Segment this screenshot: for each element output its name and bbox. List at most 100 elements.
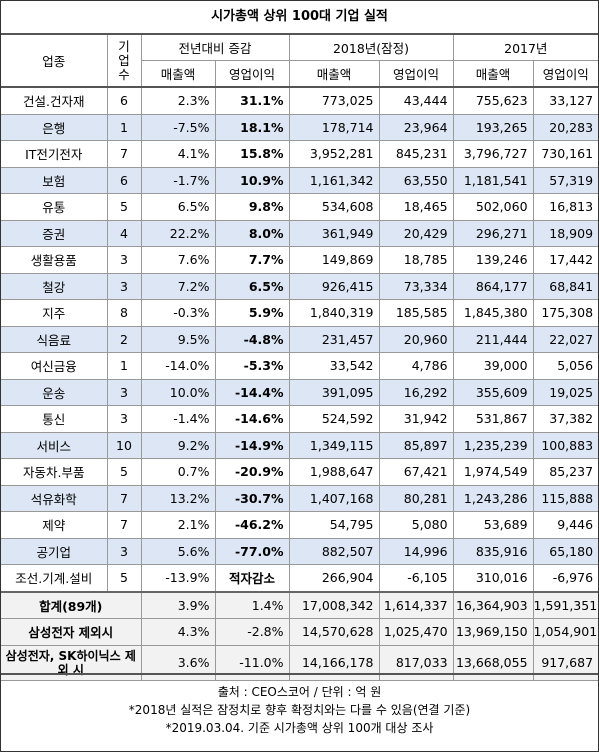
header-yoy-sales: 매출액 xyxy=(141,60,216,88)
op-2017-cell: 65,180 xyxy=(533,538,599,565)
count-cell: 3 xyxy=(107,405,142,433)
sales-change-cell: -1.4% xyxy=(141,405,216,433)
op-2017-cell: 37,382 xyxy=(533,405,599,433)
sales-2017-cell: 502,060 xyxy=(453,193,534,221)
op-2018-cell: 73,334 xyxy=(379,273,454,300)
sales-2017-cell: 355,609 xyxy=(453,379,534,406)
industry-cell: IT전기전자 xyxy=(1,140,108,168)
sales-2017-cell: 835,916 xyxy=(453,538,534,565)
op-change-cell: 8.0% xyxy=(215,220,290,247)
op-2017-cell: 19,025 xyxy=(533,379,599,406)
header-2017-op: 영업이익 xyxy=(533,60,599,88)
summary-op-change-cell: -2.8% xyxy=(215,618,290,646)
footer-source: 출처 : CEO스코어 / 단위 : 억 원 xyxy=(217,685,382,699)
sales-change-cell: 4.1% xyxy=(141,140,216,168)
sales-change-cell: 7.2% xyxy=(141,273,216,300)
industry-cell: 은행 xyxy=(1,114,108,141)
count-cell: 7 xyxy=(107,511,142,539)
summary-op-2017-cell: 1,591,351 xyxy=(533,590,599,619)
sales-change-cell: -14.0% xyxy=(141,352,216,380)
table-row: 지주 8 -0.3% 5.9% 1,840,319 185,585 1,845,380 175… xyxy=(1,299,599,327)
sales-2018-cell: 3,952,281 xyxy=(289,140,380,168)
op-2017-cell: 20,283 xyxy=(533,114,599,141)
op-2017-cell: 16,813 xyxy=(533,193,599,221)
industry-cell: 지주 xyxy=(1,299,108,327)
count-cell: 6 xyxy=(107,87,142,115)
sales-2017-cell: 53,689 xyxy=(453,511,534,539)
sales-2018-cell: 1,349,115 xyxy=(289,432,380,459)
summary-sales-2018-cell: 14,570,628 xyxy=(289,618,380,646)
op-2018-cell: 16,292 xyxy=(379,379,454,406)
op-2017-cell: -6,976 xyxy=(533,564,599,592)
op-2018-cell: 5,080 xyxy=(379,511,454,539)
summary-sales-change-cell: 4.3% xyxy=(141,618,216,646)
sales-2017-cell: 310,016 xyxy=(453,564,534,592)
sales-2018-cell: 361,949 xyxy=(289,220,380,247)
summary-op-2018-cell: 1,025,470 xyxy=(379,618,454,646)
sales-change-cell: 9.2% xyxy=(141,432,216,459)
data-table: 업종 기업수 전년대비 증감 2018년(잠정) 2017년 매출액 영업이익 … xyxy=(1,35,599,681)
summary-sales-change-cell: 3.9% xyxy=(141,590,216,619)
count-cell: 3 xyxy=(107,246,142,274)
op-2018-cell: -6,105 xyxy=(379,564,454,592)
op-2018-cell: 67,421 xyxy=(379,458,454,486)
table-row: 서비스 10 9.2% -14.9% 1,349,115 85,897 1,235,239 1… xyxy=(1,432,599,459)
summary-label-cell: 삼성전자 제외시 xyxy=(1,618,142,646)
table-row: 자동차.부품 5 0.7% -20.9% 1,988,647 67,421 1,974,54… xyxy=(1,458,599,486)
header-2017: 2017년 xyxy=(453,35,599,61)
industry-cell: 보험 xyxy=(1,167,108,194)
header-count: 기업수 xyxy=(107,35,142,88)
sales-2018-cell: 149,869 xyxy=(289,246,380,274)
op-2017-cell: 85,237 xyxy=(533,458,599,486)
sales-2018-cell: 178,714 xyxy=(289,114,380,141)
sales-2017-cell: 1,845,380 xyxy=(453,299,534,327)
sales-change-cell: 6.5% xyxy=(141,193,216,221)
header-2018-sales: 매출액 xyxy=(289,60,380,88)
sales-2017-cell: 211,444 xyxy=(453,326,534,353)
table-row: 식음료 2 9.5% -4.8% 231,457 20,960 211,444 22,027 xyxy=(1,326,599,353)
op-change-cell: -20.9% xyxy=(215,458,290,486)
sales-2017-cell: 139,246 xyxy=(453,246,534,274)
sales-change-cell: 5.6% xyxy=(141,538,216,565)
count-cell: 5 xyxy=(107,458,142,486)
header-count-label: 기업수 xyxy=(118,38,130,82)
op-2018-cell: 63,550 xyxy=(379,167,454,194)
count-cell: 1 xyxy=(107,352,142,380)
sales-2018-cell: 1,840,319 xyxy=(289,299,380,327)
count-cell: 3 xyxy=(107,538,142,565)
sales-change-cell: -13.9% xyxy=(141,564,216,592)
sales-2018-cell: 1,407,168 xyxy=(289,485,380,512)
op-2017-cell: 57,319 xyxy=(533,167,599,194)
sales-change-cell: 0.7% xyxy=(141,458,216,486)
op-change-cell: -77.0% xyxy=(215,538,290,565)
industry-cell: 건설.건자재 xyxy=(1,87,108,115)
op-change-cell: 6.5% xyxy=(215,273,290,300)
sales-2018-cell: 524,592 xyxy=(289,405,380,433)
industry-cell: 공기업 xyxy=(1,538,108,565)
industry-cell: 서비스 xyxy=(1,432,108,459)
industry-cell: 조선.기계.설비 xyxy=(1,564,108,592)
op-change-cell: 9.8% xyxy=(215,193,290,221)
sales-change-cell: 7.6% xyxy=(141,246,216,274)
footer-notes: 출처 : CEO스코어 / 단위 : 억 원 *2018년 실적은 잠정치로 향… xyxy=(1,673,598,751)
op-2017-cell: 115,888 xyxy=(533,485,599,512)
table-row: 운송 3 10.0% -14.4% 391,095 16,292 355,609 19,025 xyxy=(1,379,599,406)
op-2018-cell: 20,429 xyxy=(379,220,454,247)
op-change-cell: 5.9% xyxy=(215,299,290,327)
sales-change-cell: 13.2% xyxy=(141,485,216,512)
table-row: 증권 4 22.2% 8.0% 361,949 20,429 296,271 18,909 xyxy=(1,220,599,247)
sales-2018-cell: 1,161,342 xyxy=(289,167,380,194)
footer-note-1: *2018년 실적은 잠정치로 향후 확정치와는 다를 수 있음(연결 기준) xyxy=(128,703,471,717)
header-industry: 업종 xyxy=(1,35,108,88)
sales-2018-cell: 882,507 xyxy=(289,538,380,565)
count-cell: 10 xyxy=(107,432,142,459)
count-cell: 8 xyxy=(107,299,142,327)
op-change-cell: -14.4% xyxy=(215,379,290,406)
summary-sales-2018-cell: 17,008,342 xyxy=(289,590,380,619)
op-2018-cell: 20,960 xyxy=(379,326,454,353)
table-title: 시가총액 상위 100대 기업 실적 xyxy=(1,1,598,35)
header-yoy: 전년대비 증감 xyxy=(141,35,290,61)
count-cell: 3 xyxy=(107,379,142,406)
count-cell: 6 xyxy=(107,167,142,194)
